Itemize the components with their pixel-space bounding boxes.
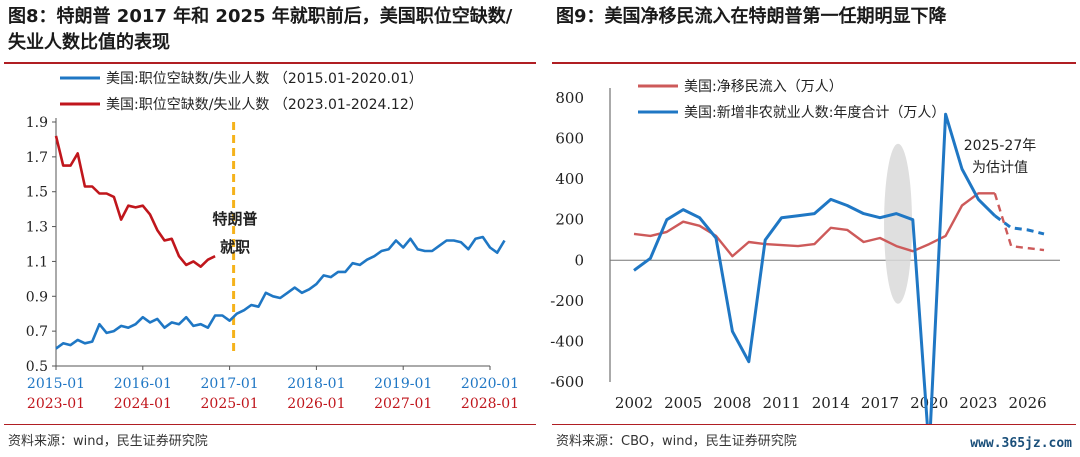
right-chart: -600 -400 -200 0 200 400 600 800 2002 2005 2008 201…: [550, 79, 1060, 424]
legend-label: 美国:职位空缺数/失业人数 （2023.01-2024.12）: [106, 97, 423, 113]
x-tick-label: 2011: [763, 394, 801, 412]
y-tick-label: 0: [574, 251, 584, 269]
nonfarm-payrolls-estimate-line: [993, 214, 1045, 236]
y-tick-label: 1.3: [26, 220, 48, 236]
x-tick-label-bottom: 2026-01: [287, 396, 345, 412]
y-tick-label: -200: [550, 292, 584, 310]
y-tick-label: 0.5: [26, 359, 48, 375]
x-tick-label: 2008: [713, 394, 751, 412]
y-tick-label: 200: [555, 211, 584, 229]
y-tick-label: 400: [555, 170, 584, 188]
x-tick-label-top: 2017-01: [201, 376, 259, 392]
x-tick-label-bottom: 2025-01: [201, 396, 259, 412]
left-figure-title: 图8：特朗普 2017 年和 2025 年就职前后，美国职位空缺数/失业人数比值…: [8, 6, 513, 53]
x-tick-label-bottom: 2028-01: [461, 396, 519, 412]
y-tick-label: 1.5: [26, 185, 48, 201]
left-source: 资料来源：wind，民生证券研究院: [8, 434, 208, 449]
y-tick-label: -600: [550, 373, 584, 391]
x-tick-label-bottom: 2024-01: [114, 396, 172, 412]
annotation-text: 特朗普: [212, 210, 257, 228]
x-tick-label-top: 2020-01: [461, 376, 519, 392]
x-tick-label-bottom: 2027-01: [374, 396, 432, 412]
legend-label: 美国:净移民流入（万人）: [684, 79, 843, 95]
estimate-note: 2025-27年: [964, 138, 1037, 154]
panel-divider: [540, 0, 548, 457]
nonfarm-payrolls-line: [633, 112, 996, 424]
right-figure-title: 图9：美国净移民流入在特朗普第一任期明显下降: [556, 6, 947, 27]
y-tick-label: 1.1: [26, 254, 48, 270]
y-tick-label: 0.9: [26, 289, 48, 305]
y-tick-label: 1.7: [26, 150, 48, 166]
x-tick-label-top: 2018-01: [287, 376, 345, 392]
right-figure: 图9：美国净移民流入在特朗普第一任期明显下降 -600 -400 -200 0 200 4…: [548, 0, 1080, 457]
x-tick-label: 2014: [812, 394, 850, 412]
watermark: www.365jz.com: [970, 436, 1072, 451]
x-tick-label-bottom: 2023-01: [27, 396, 85, 412]
source-rule: [552, 424, 1076, 425]
legend-label: 美国:职位空缺数/失业人数 （2015.01-2020.01）: [106, 71, 423, 87]
x-tick-label-top: 2019-01: [374, 376, 432, 392]
x-tick-label: 2026: [1009, 394, 1047, 412]
y-tick-label: -400: [550, 332, 584, 350]
net-migration-line: [633, 192, 995, 258]
x-tick-label: 2017: [861, 394, 899, 412]
x-tick-label: 2005: [664, 394, 702, 412]
estimate-note: 为估计值: [972, 160, 1028, 176]
y-tick-label: 0.7: [26, 324, 48, 340]
y-tick-label: 1.9: [26, 115, 48, 131]
source-rule: [4, 424, 536, 425]
series-line-2015-2020: [55, 235, 506, 350]
title-rule: [552, 62, 1076, 64]
x-tick-label-top: 2016-01: [114, 376, 172, 392]
legend-label: 美国:新增非农就业人数:年度合计（万人）: [684, 105, 945, 121]
series-line-2023-2024: [54, 135, 216, 268]
net-migration-estimate-line: [993, 192, 1045, 252]
left-figure: 图8：特朗普 2017 年和 2025 年就职前后，美国职位空缺数/失业人数比值…: [4, 6, 536, 449]
x-tick-label: 2023: [959, 394, 997, 412]
y-tick-label: 600: [555, 130, 584, 148]
x-tick-label: 2020: [910, 394, 948, 412]
highlight-ellipse: [884, 143, 913, 304]
x-tick-label-top: 2015-01: [27, 376, 85, 392]
y-tick-label: 800: [555, 89, 584, 107]
right-source: 资料来源：CBO，wind，民生证券研究院: [556, 434, 797, 449]
left-chart: 0.5 0.7 0.9 1.1 1.3 1.5 1.7 1.9 2015-01 2023-01 20…: [26, 71, 519, 412]
title-rule: [4, 62, 536, 64]
x-tick-label: 2002: [615, 394, 653, 412]
annotation-text: 就职: [220, 238, 250, 256]
